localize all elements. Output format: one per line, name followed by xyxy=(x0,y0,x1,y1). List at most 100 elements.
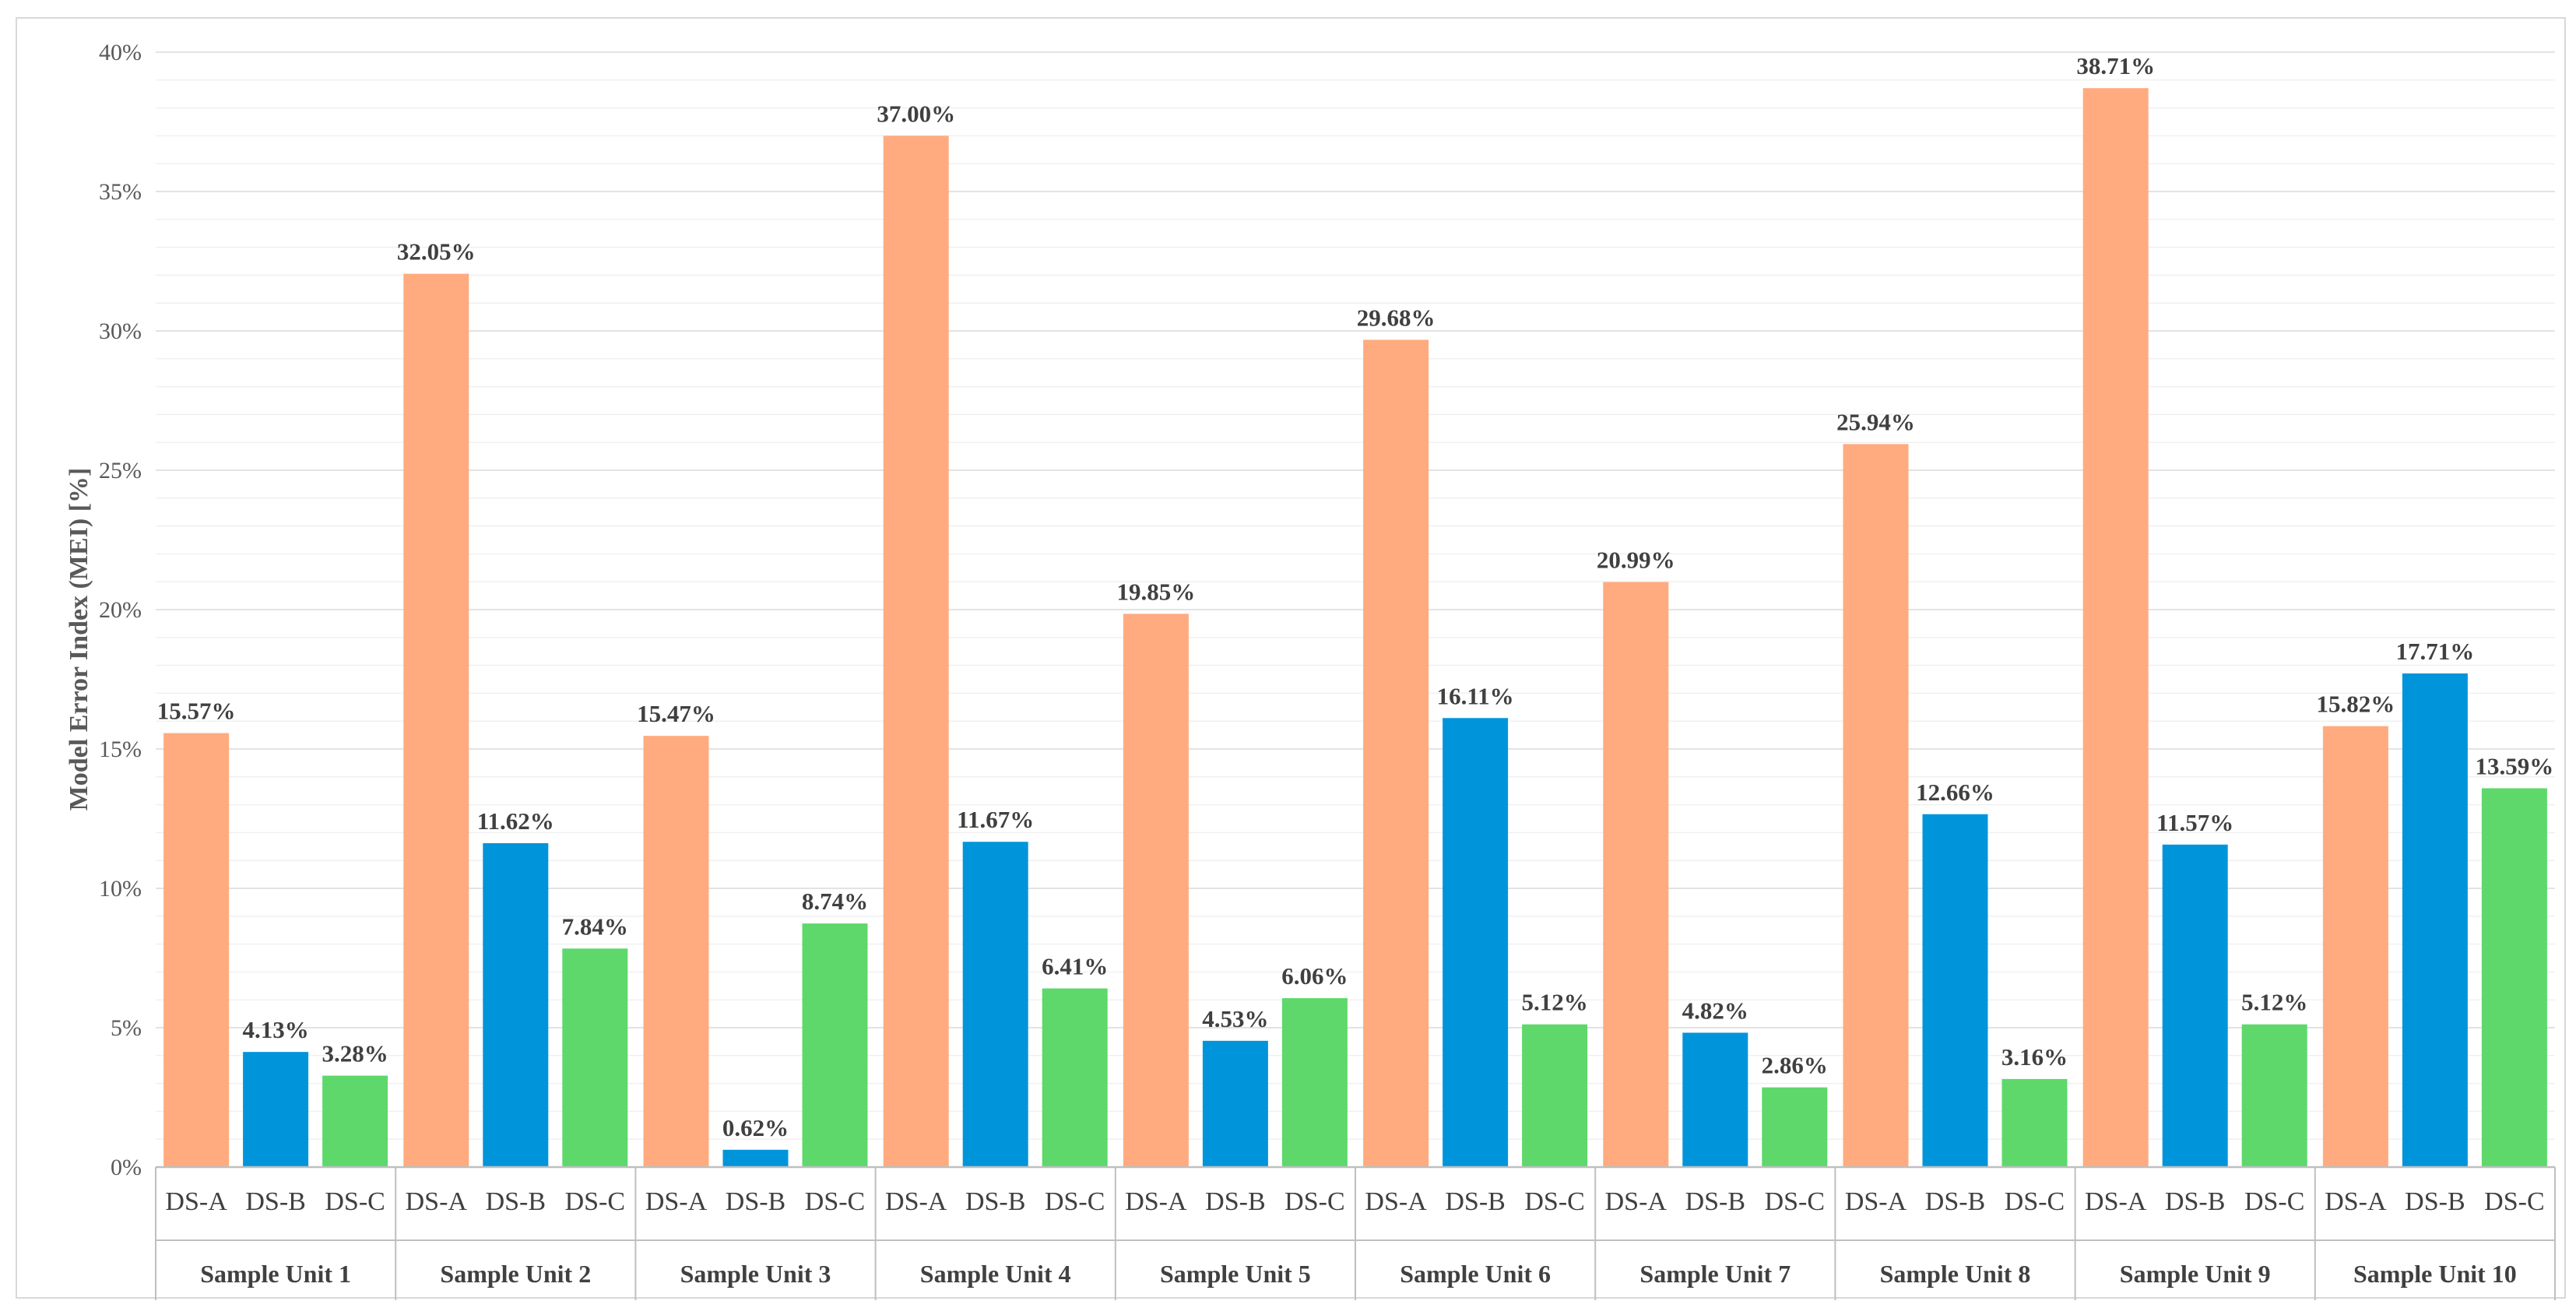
data-label: 5.12% xyxy=(1521,989,1587,1016)
axes: 0% 5% 10% 15% 20% 25% 30% 35% 40% DS-A DS-B DS-C Sam… xyxy=(99,40,2556,1300)
bar-ds-c-unit-6 xyxy=(1522,1024,1588,1167)
bar-ds-b-unit-8 xyxy=(1922,814,1988,1167)
x-category-label: DS-A xyxy=(2085,1187,2147,1216)
bar-ds-c-unit-10 xyxy=(2481,788,2547,1167)
data-label: 4.82% xyxy=(1682,997,1748,1024)
x-category-label: DS-C xyxy=(1765,1187,1825,1216)
bar-ds-b-unit-4 xyxy=(962,842,1028,1167)
x-group-label: Sample Unit 10 xyxy=(2353,1260,2517,1288)
x-category-label: DS-C xyxy=(325,1187,385,1216)
y-tick-label: 5% xyxy=(111,1015,142,1041)
x-group-label: Sample Unit 1 xyxy=(200,1260,351,1288)
data-label: 25.94% xyxy=(1836,408,1915,435)
bar-ds-c-unit-5 xyxy=(1281,998,1348,1167)
data-label: 6.06% xyxy=(1281,962,1348,990)
bar-ds-a-unit-9 xyxy=(2082,88,2149,1167)
data-label: 11.62% xyxy=(477,807,554,835)
x-category-label: DS-B xyxy=(1685,1187,1745,1216)
x-category-label: DS-B xyxy=(2405,1187,2465,1216)
x-category-label: DS-C xyxy=(1284,1187,1344,1216)
data-label: 8.74% xyxy=(802,888,868,915)
x-group-label: Sample Unit 5 xyxy=(1160,1260,1311,1288)
bar-ds-b-unit-6 xyxy=(1443,718,1509,1167)
x-category-label: DS-C xyxy=(1524,1187,1584,1216)
data-label: 13.59% xyxy=(2476,752,2554,779)
x-category-label: DS-A xyxy=(645,1187,708,1216)
data-label: 11.67% xyxy=(957,806,1034,833)
y-tick-label: 20% xyxy=(99,597,142,623)
data-label: 4.13% xyxy=(242,1016,308,1043)
x-category-label: DS-A xyxy=(406,1187,468,1216)
x-group-label: Sample Unit 4 xyxy=(920,1260,1071,1288)
x-category-label: DS-A xyxy=(1125,1187,1187,1216)
x-group-label: Sample Unit 8 xyxy=(1880,1260,2031,1288)
bar-ds-b-unit-1 xyxy=(243,1052,309,1167)
x-category-label: DS-A xyxy=(1605,1187,1668,1216)
data-label: 37.00% xyxy=(877,100,955,127)
x-group-label: Sample Unit 6 xyxy=(1400,1260,1551,1288)
x-category-label: DS-B xyxy=(965,1187,1025,1216)
data-label: 2.86% xyxy=(1762,1052,1828,1079)
bar-ds-b-unit-10 xyxy=(2402,673,2468,1167)
data-label: 19.85% xyxy=(1117,578,1196,605)
data-label: 12.66% xyxy=(1916,779,1994,806)
x-category-label: DS-B xyxy=(726,1187,785,1216)
data-label: 15.47% xyxy=(637,700,715,727)
data-label: 15.82% xyxy=(2317,691,2395,718)
data-label: 4.53% xyxy=(1202,1005,1268,1032)
y-tick-label: 0% xyxy=(111,1155,142,1180)
data-label: 38.71% xyxy=(2076,52,2155,79)
x-category-label: DS-C xyxy=(565,1187,625,1216)
data-label: 29.68% xyxy=(1357,304,1436,331)
x-category-label: DS-A xyxy=(1365,1187,1427,1216)
bar-ds-b-unit-3 xyxy=(722,1149,789,1167)
y-tick-label: 40% xyxy=(99,40,142,65)
x-category-label: DS-C xyxy=(2244,1187,2304,1216)
x-group-label: Sample Unit 2 xyxy=(440,1260,591,1288)
bar-ds-a-unit-8 xyxy=(1843,444,1909,1167)
y-tick-label: 10% xyxy=(99,876,142,902)
data-label: 0.62% xyxy=(722,1114,789,1141)
x-category-label: DS-B xyxy=(1205,1187,1265,1216)
bar-ds-b-unit-9 xyxy=(2162,844,2228,1167)
x-category-label: DS-B xyxy=(486,1187,546,1216)
bar-ds-b-unit-5 xyxy=(1202,1040,1268,1167)
y-tick-label: 15% xyxy=(99,737,142,762)
bar-ds-c-unit-7 xyxy=(1762,1087,1828,1167)
bar-ds-c-unit-1 xyxy=(322,1075,388,1167)
data-label: 5.12% xyxy=(2241,989,2307,1016)
data-label: 15.57% xyxy=(157,698,236,725)
x-group-label: Sample Unit 9 xyxy=(2120,1260,2271,1288)
x-category-label: DS-C xyxy=(2484,1187,2544,1216)
bar-ds-c-unit-4 xyxy=(1042,988,1108,1167)
bar-ds-a-unit-7 xyxy=(1603,582,1669,1167)
bar-ds-a-unit-2 xyxy=(403,273,469,1167)
data-label: 20.99% xyxy=(1597,547,1675,574)
x-group-label: Sample Unit 7 xyxy=(1639,1260,1791,1288)
bar-ds-a-unit-6 xyxy=(1363,339,1429,1167)
x-category-label: DS-B xyxy=(1925,1187,1985,1216)
bar-ds-c-unit-9 xyxy=(2241,1024,2307,1167)
chart-frame: 15.57% 4.13% 3.28% 32.05% 11.62% 7.84% 15.47% 0… xyxy=(16,17,2566,1300)
y-axis-title: Model Error Index (MEI) [%] xyxy=(65,468,93,811)
x-category-label: DS-B xyxy=(245,1187,305,1216)
data-label: 6.41% xyxy=(1042,953,1108,980)
data-label: 3.16% xyxy=(2001,1043,2068,1071)
data-label: 16.11% xyxy=(1437,682,1514,709)
bar-ds-a-unit-1 xyxy=(163,733,230,1167)
y-tick-label: 35% xyxy=(99,179,142,205)
x-group-label: Sample Unit 3 xyxy=(680,1260,831,1288)
data-label: 11.57% xyxy=(2156,809,2233,836)
bar-ds-a-unit-5 xyxy=(1123,614,1189,1167)
bar-ds-b-unit-7 xyxy=(1682,1032,1748,1167)
bar-chart: 15.57%4.13%3.28%32.05%11.62%7.84%15.47%0… xyxy=(65,40,2556,1300)
bar-ds-c-unit-2 xyxy=(562,948,628,1167)
x-category-label: DS-B xyxy=(1445,1187,1505,1216)
y-tick-label: 25% xyxy=(99,458,142,483)
x-category-label: DS-C xyxy=(805,1187,865,1216)
x-category-label: DS-B xyxy=(2165,1187,2225,1216)
x-category-label: DS-A xyxy=(165,1187,227,1216)
x-category-label: DS-C xyxy=(1045,1187,1105,1216)
bar-ds-c-unit-8 xyxy=(2001,1078,2068,1167)
data-label: 32.05% xyxy=(397,238,476,265)
